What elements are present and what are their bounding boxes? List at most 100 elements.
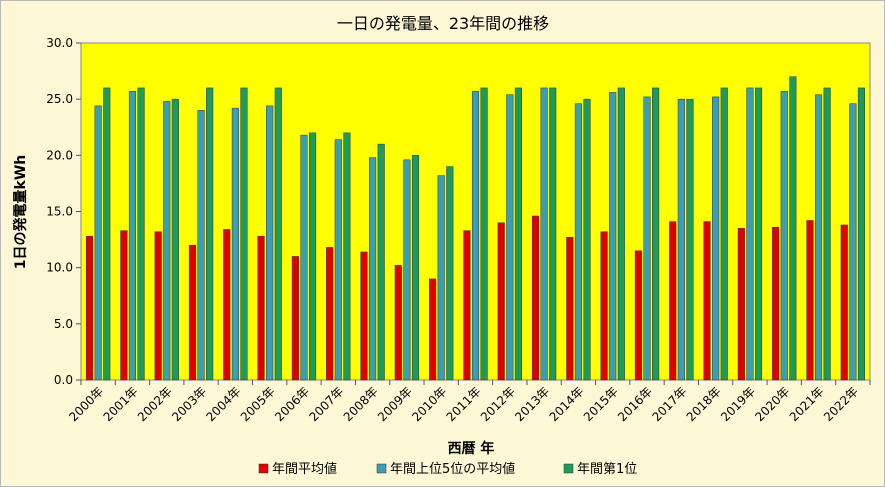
y-tick-label: 10.0 — [46, 261, 73, 275]
bar-0-9 — [394, 265, 402, 381]
x-tick-label: 2005年 — [238, 384, 278, 424]
legend: 年間平均値 年間上位5位の平均値 年間第1位 — [258, 461, 637, 477]
bar-0-14 — [566, 237, 574, 381]
x-tick-label: 2011年 — [444, 384, 484, 424]
bar-0-18 — [703, 221, 711, 381]
bar-2-20 — [789, 76, 797, 381]
bar-1-22 — [849, 103, 857, 381]
bar-0-7 — [326, 247, 334, 381]
bar-1-21 — [814, 94, 823, 381]
bar-2-15 — [617, 87, 625, 381]
legend-label-0: 年間平均値 — [272, 461, 337, 477]
bar-1-3 — [197, 110, 205, 381]
bar-2-9 — [411, 155, 420, 381]
bar-1-6 — [300, 134, 308, 381]
y-tick-label: 5.0 — [54, 317, 73, 331]
x-axis: 2000年2001年2002年2003年2004年2005年2006年2007年… — [66, 380, 871, 424]
bar-1-11 — [471, 91, 480, 381]
y-tick-label: 20.0 — [46, 148, 73, 162]
bar-0-13 — [531, 215, 540, 381]
bar-1-14 — [574, 103, 582, 381]
x-tick-label: 2004年 — [204, 384, 244, 424]
bar-2-5 — [274, 87, 282, 381]
x-tick-label: 2009年 — [375, 384, 415, 424]
bar-0-22 — [840, 224, 848, 381]
bar-0-11 — [463, 230, 471, 381]
legend-label-1: 年間上位5位の平均値 — [390, 461, 515, 477]
y-tick-label: 0.0 — [54, 373, 73, 387]
bar-2-0 — [103, 87, 111, 381]
bar-2-6 — [309, 132, 317, 381]
bar-1-15 — [609, 92, 617, 381]
x-tick-label: 2022年 — [821, 384, 861, 424]
x-tick-label: 2012年 — [478, 384, 518, 424]
bar-0-6 — [291, 256, 299, 381]
x-tick-label: 2015年 — [581, 384, 621, 424]
x-tick-label: 2019年 — [718, 384, 758, 424]
x-axis-title: 西暦 年 — [448, 440, 495, 457]
x-tick-label: 2014年 — [547, 384, 587, 424]
bar-0-0 — [86, 235, 94, 381]
bar-1-12 — [506, 94, 514, 381]
bar-0-5 — [257, 235, 265, 381]
bar-1-5 — [266, 105, 274, 381]
legend-swatch-0 — [258, 463, 269, 474]
bar-2-11 — [480, 87, 488, 381]
y-tick-label: 15.0 — [46, 205, 73, 219]
y-tick-label: 25.0 — [46, 92, 73, 106]
y-tick-label: 30.0 — [46, 36, 73, 50]
bar-2-2 — [171, 98, 179, 381]
x-tick-label: 2018年 — [684, 384, 724, 424]
bar-2-3 — [206, 87, 214, 381]
bar-2-13 — [549, 87, 557, 381]
bar-1-1 — [128, 91, 137, 381]
bar-1-8 — [369, 157, 377, 381]
bar-0-20 — [772, 226, 780, 381]
bar-1-0 — [94, 105, 102, 381]
bar-0-2 — [154, 231, 162, 381]
bar-2-10 — [446, 166, 454, 381]
x-tick-label: 2000年 — [66, 384, 106, 424]
x-tick-label: 2003年 — [169, 384, 209, 424]
bar-1-16 — [643, 96, 651, 381]
bar-2-12 — [514, 87, 522, 381]
bar-1-13 — [540, 87, 548, 381]
bar-0-15 — [600, 231, 608, 381]
bar-2-22 — [857, 87, 865, 381]
x-tick-label: 2008年 — [341, 384, 381, 424]
bar-2-7 — [343, 132, 351, 381]
legend-swatch-1 — [376, 463, 387, 474]
x-tick-label: 2002年 — [135, 384, 175, 424]
y-axis: 0.0 5.0 10.0 15.0 20.0 25.0 30.0 — [46, 36, 81, 387]
bar-1-19 — [746, 87, 754, 381]
bar-1-2 — [163, 101, 171, 381]
legend-label-2: 年間第1位 — [577, 462, 637, 477]
bar-0-10 — [429, 278, 437, 381]
bar-0-17 — [669, 221, 677, 381]
x-tick-label: 2021年 — [787, 384, 827, 424]
bar-2-19 — [754, 87, 763, 381]
bar-0-1 — [120, 230, 128, 381]
bar-0-16 — [634, 250, 642, 381]
x-tick-label: 2013年 — [512, 384, 552, 424]
bar-0-3 — [188, 244, 197, 381]
bar-2-8 — [377, 143, 385, 381]
bar-0-19 — [737, 228, 745, 381]
bar-2-16 — [652, 87, 660, 381]
legend-swatch-2 — [563, 463, 574, 474]
y-axis-title: 1日の発電量kWh — [12, 155, 29, 269]
bar-0-21 — [806, 220, 814, 381]
bar-1-20 — [780, 91, 788, 381]
chart-title: 一日の発電量、23年間の推移 — [337, 14, 549, 33]
bars-group — [86, 76, 865, 381]
bar-1-17 — [677, 98, 685, 381]
x-tick-label: 2020年 — [752, 384, 792, 424]
bar-0-12 — [497, 222, 505, 381]
x-tick-label: 2007年 — [306, 384, 346, 424]
bar-0-8 — [360, 251, 368, 381]
bar-1-9 — [403, 159, 411, 381]
bar-2-21 — [823, 87, 831, 381]
bar-2-1 — [137, 87, 145, 381]
x-tick-label: 2017年 — [649, 384, 689, 424]
